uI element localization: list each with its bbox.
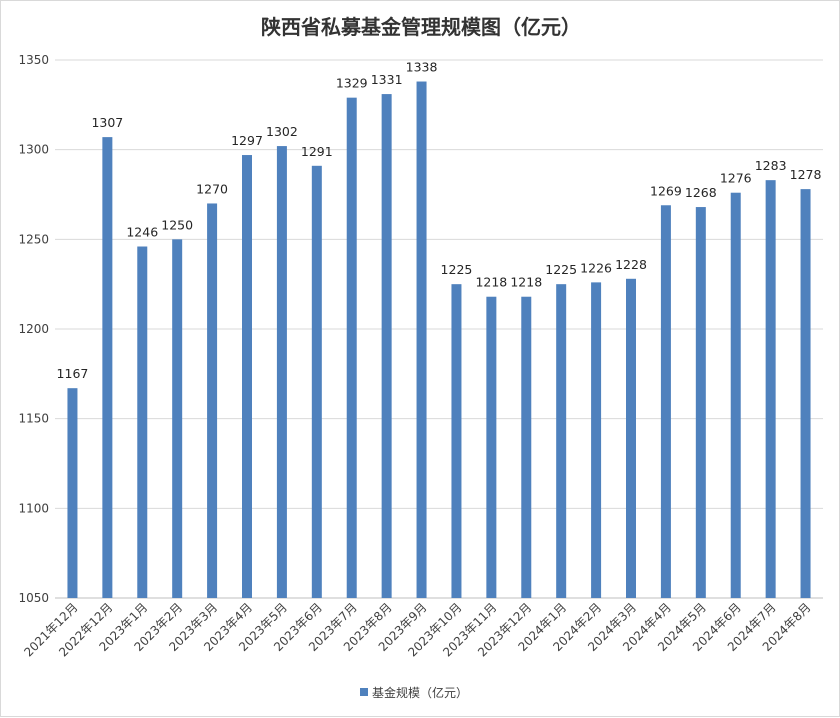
data-label: 1283 <box>755 158 787 173</box>
bar <box>765 180 776 599</box>
bar <box>276 146 287 598</box>
y-tick-label: 1150 <box>18 412 49 426</box>
bar <box>242 155 252 598</box>
bar <box>521 296 532 598</box>
data-label: 1218 <box>510 275 542 290</box>
data-label: 1291 <box>301 144 333 159</box>
bars <box>67 81 811 599</box>
bar <box>486 296 497 598</box>
chart-title: 陕西省私募基金管理规模图（亿元） <box>261 15 581 39</box>
y-tick-label: 1250 <box>18 232 49 246</box>
bar <box>172 239 183 599</box>
bar <box>730 192 741 598</box>
bar <box>695 207 706 598</box>
data-label: 1329 <box>336 76 368 91</box>
bar <box>381 94 392 598</box>
y-tick-label: 1050 <box>18 591 49 605</box>
data-label: 1268 <box>685 185 717 200</box>
gridlines <box>55 59 823 599</box>
data-label: 1218 <box>475 275 507 290</box>
data-label: 1228 <box>615 257 647 272</box>
data-label: 1276 <box>720 171 752 186</box>
bar <box>556 284 567 598</box>
data-label: 1167 <box>57 366 89 381</box>
bar <box>416 81 427 598</box>
data-label: 1338 <box>406 60 438 75</box>
bar <box>660 205 671 598</box>
bar <box>207 203 218 598</box>
bar <box>311 165 322 598</box>
legend: 基金规模（亿元） <box>360 685 468 700</box>
y-tick-label: 1300 <box>18 143 49 157</box>
bar <box>137 246 148 599</box>
data-label: 1250 <box>161 217 193 232</box>
data-label: 1270 <box>196 181 228 196</box>
bar <box>102 137 113 598</box>
bar <box>626 278 636 598</box>
y-tick-label: 1350 <box>18 53 49 67</box>
data-label: 1331 <box>371 72 403 87</box>
bar <box>591 282 602 598</box>
bar <box>451 284 462 598</box>
data-label: 1302 <box>266 124 298 139</box>
data-label: 1269 <box>650 183 682 198</box>
bar <box>346 97 357 598</box>
data-label: 1246 <box>126 225 158 240</box>
y-tick-label: 1100 <box>18 501 49 515</box>
data-label: 1297 <box>231 133 263 148</box>
bar <box>800 189 811 598</box>
data-label: 1307 <box>91 115 123 130</box>
legend-label: 基金规模（亿元） <box>372 685 468 700</box>
data-label: 1278 <box>790 167 822 182</box>
legend-swatch <box>360 688 368 696</box>
data-label: 1225 <box>545 262 577 277</box>
bar <box>67 388 78 598</box>
data-label: 1225 <box>441 262 473 277</box>
data-label: 1226 <box>580 260 612 275</box>
y-tick-label: 1200 <box>18 322 49 336</box>
